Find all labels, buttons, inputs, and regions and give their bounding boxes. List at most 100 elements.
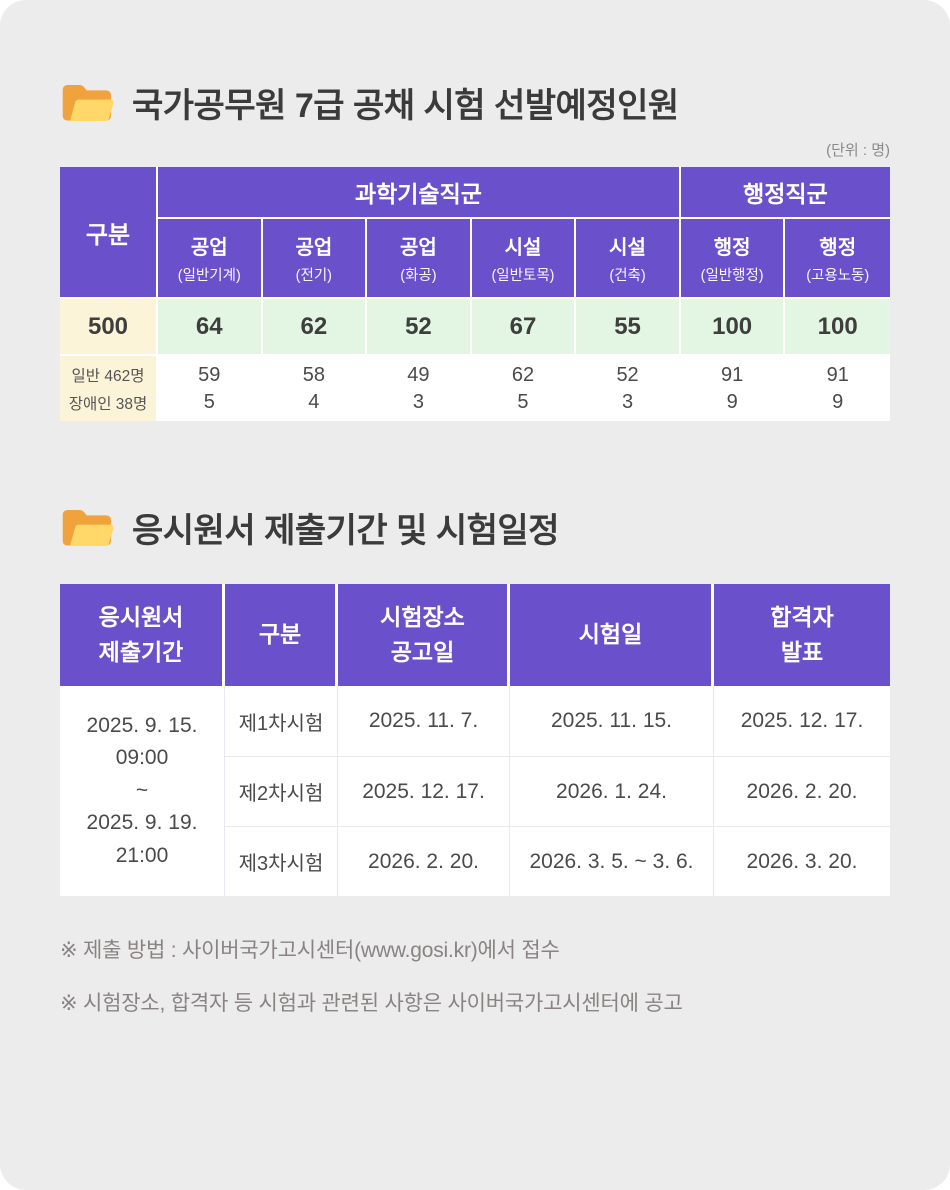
column-header-facility-architecture: 시설 (건축)	[576, 219, 681, 297]
venue-announce-date: 2026. 2. 20.	[338, 826, 510, 896]
section1-title: 국가공무원 7급 공채 시험 선발예정인원	[132, 87, 679, 125]
header-line: 구분	[258, 621, 302, 648]
detail-value-cell: 62 5	[471, 354, 577, 421]
detail-value-cell: 58 4	[262, 354, 368, 421]
exam-date: 2026. 3. 5. ~ 3. 6.	[510, 826, 714, 896]
period-line: 2025. 9. 19.	[86, 811, 198, 835]
column-sub-label: (일반행정)	[700, 268, 764, 284]
header-line: 응시원서	[98, 603, 184, 630]
unit-label: (단위 : 명)	[826, 142, 890, 159]
header-line: 공고일	[390, 638, 455, 665]
column-header-industry-machine: 공업 (일반기계)	[158, 219, 263, 297]
exam-date: 2025. 11. 15.	[510, 686, 714, 756]
general-count: 91	[721, 363, 744, 386]
detail-row-label-cell: 일반 462명 장애인 38명	[60, 354, 158, 421]
column-header-admin-labor: 행정 (고용노동)	[785, 219, 890, 297]
disabled-count: 3	[412, 390, 424, 413]
exam-round-label: 제3차시험	[225, 826, 338, 896]
total-count-cell: 500	[60, 297, 158, 354]
general-count-label: 일반 462명	[71, 367, 145, 385]
detail-value-cell: 59 5	[158, 354, 263, 421]
section2-title: 응시원서 제출기간 및 시험일정	[132, 512, 559, 550]
submission-period-cell: 2025. 9. 15. 09:00 ~ 2025. 9. 19. 21:00	[60, 686, 225, 896]
total-value-cell: 64	[158, 297, 263, 354]
column-sub-label: (일반기계)	[177, 268, 241, 284]
total-value-cell: 67	[471, 297, 577, 354]
column-main-label: 행정	[713, 237, 751, 259]
detail-value-cell: 52 3	[576, 354, 681, 421]
column-main-label: 공업	[295, 237, 333, 259]
result-date: 2026. 2. 20.	[714, 756, 890, 826]
venue-announce-date: 2025. 11. 7.	[338, 686, 510, 756]
column-header-industry-chemical: 공업 (화공)	[367, 219, 472, 297]
header-line: 시험장소	[380, 603, 465, 630]
exam-round-label: 제1차시험	[225, 686, 338, 756]
disabled-count: 4	[308, 390, 320, 413]
total-value-cell: 55	[576, 297, 681, 354]
schedule-header-submission-period: 응시원서 제출기간	[60, 584, 225, 686]
schedule-table: 응시원서 제출기간 구분 시험장소 공고일 시험일 합격자 발표 2025. 9…	[60, 584, 890, 896]
column-main-label: 행정	[819, 237, 857, 259]
general-count: 62	[511, 363, 535, 386]
period-line: 2025. 9. 15.	[86, 713, 198, 737]
detail-value-cell: 49 3	[367, 354, 472, 421]
disabled-count: 9	[726, 390, 738, 413]
period-line: 09:00	[115, 746, 169, 770]
venue-announce-date: 2025. 12. 17.	[338, 756, 510, 826]
general-count: 91	[826, 363, 849, 386]
total-value-cell: 52	[367, 297, 472, 354]
general-count: 49	[407, 363, 430, 386]
note-announcement-info: ※ 시험장소, 합격자 등 시험과 관련된 사항은 사이버국가고시센터에 공고	[60, 992, 683, 1015]
general-count: 59	[198, 363, 221, 386]
column-sub-label: (건축)	[609, 268, 646, 284]
column-sub-label: (화공)	[400, 268, 437, 284]
total-value-cell: 100	[680, 297, 786, 354]
column-header-industry-electric: 공업 (전기)	[262, 219, 368, 297]
group-header-admin: 행정직군	[680, 167, 890, 219]
disabled-count: 5	[517, 390, 529, 413]
schedule-header-result-announce: 합격자 발표	[714, 584, 890, 686]
footnotes: ※ 제출 방법 : 사이버국가고시센터(www.gosi.kr)에서 접수 ※ …	[60, 934, 890, 1017]
selection-table: 구분 과학기술직군 행정직군 공업 (일반기계) 공업 (전기) 공업 (화공)…	[60, 167, 890, 421]
column-header-admin-general: 행정 (일반행정)	[680, 219, 786, 297]
column-header-facility-civil: 시설 (일반토목)	[471, 219, 577, 297]
disabled-count-label: 장애인 38명	[68, 395, 148, 413]
group-header-science-tech: 과학기술직군	[158, 167, 681, 219]
disabled-count: 5	[203, 390, 215, 413]
schedule-header-category: 구분	[225, 584, 338, 686]
schedule-header-venue-announce: 시험장소 공고일	[338, 584, 510, 686]
header-line: 합격자	[770, 603, 834, 630]
exam-round-label: 제2차시험	[225, 756, 338, 826]
header-line: 발표	[780, 638, 824, 665]
total-value-cell: 62	[262, 297, 368, 354]
section2-header: 응시원서 제출기간 및 시험일정	[60, 503, 890, 552]
open-folder-icon	[60, 80, 116, 126]
note-submission-method: ※ 제출 방법 : 사이버국가고시센터(www.gosi.kr)에서 접수	[60, 939, 560, 962]
result-date: 2026. 3. 20.	[714, 826, 890, 896]
column-sub-label: (고용노동)	[806, 268, 870, 284]
column-main-label: 시설	[609, 237, 646, 259]
disabled-count: 3	[622, 390, 634, 413]
general-count: 52	[616, 363, 639, 386]
column-main-label: 공업	[400, 237, 437, 259]
result-date: 2025. 12. 17.	[714, 686, 890, 756]
column-sub-label: (전기)	[295, 268, 333, 284]
general-count: 58	[302, 363, 325, 386]
detail-value-cell: 91 9	[785, 354, 890, 421]
detail-value-cell: 91 9	[680, 354, 786, 421]
period-line: 21:00	[115, 843, 169, 867]
exam-date: 2026. 1. 24.	[510, 756, 714, 826]
column-main-label: 공업	[190, 237, 228, 259]
selection-corner-header: 구분	[60, 167, 158, 297]
total-value-cell: 100	[785, 297, 890, 354]
schedule-header-exam-date: 시험일	[510, 584, 714, 686]
disabled-count: 9	[832, 390, 844, 413]
open-folder-icon	[60, 505, 116, 551]
section1-header: 국가공무원 7급 공채 시험 선발예정인원	[60, 0, 890, 127]
column-sub-label: (일반토목)	[491, 268, 555, 284]
header-line: 제출기간	[98, 638, 184, 665]
header-line: 시험일	[578, 621, 643, 648]
column-main-label: 시설	[504, 237, 542, 259]
period-tilde: ~	[135, 778, 149, 802]
